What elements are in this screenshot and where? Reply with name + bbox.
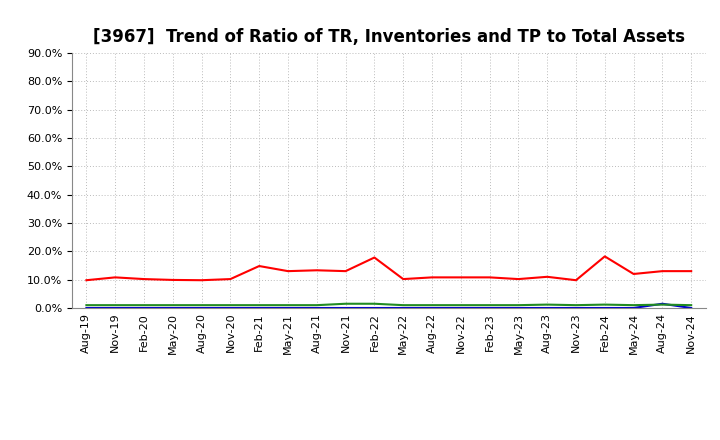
Trade Receivables (629, 271, 638, 277)
Trade Receivables (543, 274, 552, 279)
Inventories (514, 305, 523, 311)
Trade Receivables (168, 277, 177, 282)
Trade Receivables (197, 278, 206, 283)
Trade Receivables (572, 278, 580, 283)
Trade Receivables (140, 276, 148, 282)
Trade Payables (600, 302, 609, 307)
Inventories (255, 305, 264, 311)
Trade Receivables (399, 276, 408, 282)
Inventories (140, 305, 148, 311)
Inventories (456, 305, 465, 311)
Trade Payables (687, 303, 696, 308)
Trade Receivables (226, 276, 235, 282)
Line: Trade Receivables: Trade Receivables (86, 257, 691, 280)
Trade Receivables (341, 268, 350, 274)
Trade Payables (428, 303, 436, 308)
Trade Receivables (658, 268, 667, 274)
Inventories (543, 305, 552, 311)
Trade Receivables (82, 278, 91, 283)
Trade Payables (485, 303, 494, 308)
Inventories (572, 305, 580, 311)
Trade Payables (140, 303, 148, 308)
Trade Payables (82, 303, 91, 308)
Trade Receivables (456, 275, 465, 280)
Trade Receivables (485, 275, 494, 280)
Inventories (485, 305, 494, 311)
Inventories (370, 305, 379, 311)
Trade Receivables (428, 275, 436, 280)
Inventories (399, 305, 408, 311)
Trade Payables (312, 303, 321, 308)
Trade Payables (197, 303, 206, 308)
Trade Payables (226, 303, 235, 308)
Inventories (226, 305, 235, 311)
Trade Payables (456, 303, 465, 308)
Trade Receivables (312, 268, 321, 273)
Inventories (312, 305, 321, 311)
Trade Payables (543, 302, 552, 307)
Title: [3967]  Trend of Ratio of TR, Inventories and TP to Total Assets: [3967] Trend of Ratio of TR, Inventories… (93, 28, 685, 46)
Trade Payables (255, 303, 264, 308)
Trade Receivables (514, 276, 523, 282)
Trade Payables (629, 303, 638, 308)
Trade Receivables (370, 255, 379, 260)
Trade Receivables (255, 264, 264, 269)
Trade Receivables (111, 275, 120, 280)
Inventories (658, 301, 667, 306)
Trade Payables (514, 303, 523, 308)
Inventories (600, 305, 609, 311)
Inventories (687, 305, 696, 311)
Trade Payables (168, 303, 177, 308)
Inventories (197, 305, 206, 311)
Inventories (82, 305, 91, 311)
Line: Trade Payables: Trade Payables (86, 304, 691, 305)
Trade Payables (284, 303, 292, 308)
Inventories (428, 305, 436, 311)
Inventories (168, 305, 177, 311)
Inventories (111, 305, 120, 311)
Trade Payables (341, 301, 350, 306)
Inventories (629, 305, 638, 311)
Trade Payables (399, 303, 408, 308)
Trade Payables (572, 303, 580, 308)
Trade Payables (658, 302, 667, 307)
Trade Payables (111, 303, 120, 308)
Trade Receivables (284, 268, 292, 274)
Trade Payables (370, 301, 379, 306)
Inventories (284, 305, 292, 311)
Trade Receivables (687, 268, 696, 274)
Line: Inventories: Inventories (86, 304, 691, 308)
Inventories (341, 305, 350, 311)
Trade Receivables (600, 254, 609, 259)
